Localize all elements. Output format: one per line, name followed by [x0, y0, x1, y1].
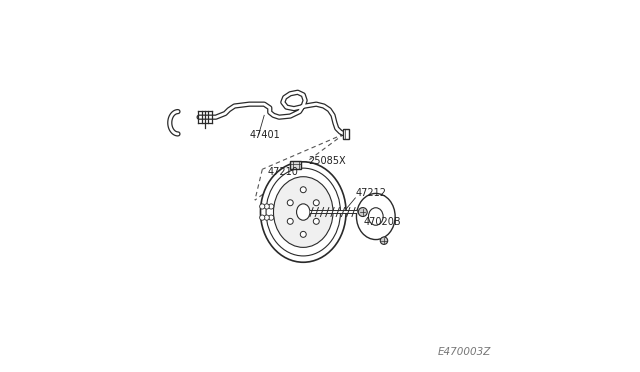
Circle shape	[264, 215, 269, 220]
Circle shape	[358, 208, 367, 217]
Text: 47210: 47210	[267, 167, 298, 177]
Circle shape	[287, 218, 293, 224]
Ellipse shape	[273, 177, 333, 247]
Text: 47212: 47212	[355, 188, 387, 198]
Ellipse shape	[266, 168, 340, 256]
Ellipse shape	[369, 208, 383, 225]
Circle shape	[314, 200, 319, 206]
Circle shape	[300, 187, 306, 193]
Circle shape	[260, 215, 265, 220]
Circle shape	[260, 204, 265, 209]
FancyBboxPatch shape	[291, 161, 301, 169]
Circle shape	[264, 204, 269, 209]
Circle shape	[269, 204, 274, 209]
FancyBboxPatch shape	[342, 129, 349, 139]
Circle shape	[314, 218, 319, 224]
Ellipse shape	[296, 204, 310, 220]
Circle shape	[300, 231, 306, 237]
Circle shape	[269, 215, 274, 220]
Text: E470003Z: E470003Z	[438, 347, 491, 357]
Circle shape	[380, 237, 388, 244]
Text: 25085X: 25085X	[308, 156, 346, 166]
Text: 47401: 47401	[250, 129, 280, 140]
Text: 47020B: 47020B	[364, 217, 401, 227]
Ellipse shape	[356, 193, 395, 240]
Circle shape	[287, 200, 293, 206]
Ellipse shape	[260, 162, 346, 262]
